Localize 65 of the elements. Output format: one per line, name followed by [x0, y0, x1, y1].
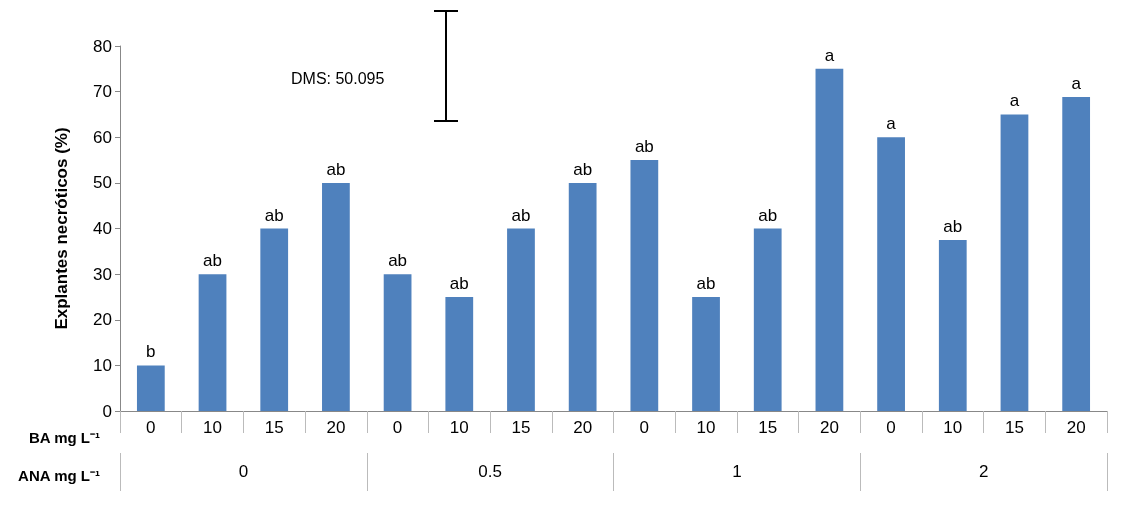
data-label: ab	[634, 137, 654, 157]
y-tick-label: 50	[93, 173, 112, 193]
bar	[507, 228, 535, 411]
bar	[445, 296, 474, 411]
y-tick-label: 70	[93, 82, 112, 102]
bar	[568, 182, 597, 411]
bar	[877, 137, 905, 411]
bar	[1062, 97, 1091, 411]
annotation: DMS: 50.095	[291, 69, 385, 87]
x-tick-label: 0	[639, 418, 650, 437]
bar	[938, 239, 967, 411]
text: 2	[978, 462, 989, 481]
x-tick-label: 15	[511, 418, 531, 437]
x-tick-label: 15	[758, 418, 778, 437]
x-tick-label: 0	[146, 418, 156, 437]
data-label: ab	[449, 273, 469, 293]
data-label: ab	[264, 205, 284, 225]
data-label: a	[824, 45, 835, 65]
y-tick-label: 80	[93, 36, 112, 56]
x-tick-label: 20	[326, 418, 346, 437]
x-tick-label: 10	[449, 418, 469, 437]
bar	[136, 365, 165, 411]
bar	[1000, 114, 1029, 411]
data-label: a	[1009, 91, 1020, 111]
data-label: ab	[943, 216, 963, 236]
data-label: ab	[696, 273, 716, 293]
bar	[692, 296, 720, 411]
x-tick-label: 0	[886, 418, 896, 437]
data-label: b	[146, 342, 156, 362]
x-tick-label: 0	[392, 418, 403, 437]
y-axis-title: Explantes necróticos (%)	[52, 127, 71, 330]
bar	[198, 274, 227, 411]
bar	[383, 274, 412, 411]
y-tick-label: 30	[93, 264, 112, 284]
x-tick-label: 20	[819, 418, 839, 437]
y-tick-label: 60	[93, 127, 112, 147]
x-axis-title: BA mg L⁻¹	[28, 429, 100, 446]
x-tick-label: 15	[1005, 418, 1024, 437]
bar	[753, 228, 782, 411]
data-label: ab	[203, 251, 222, 271]
text: ANA mg L⁻¹	[18, 467, 100, 484]
x-tick-label: 20	[573, 418, 593, 437]
y-tick-label: 10	[93, 355, 112, 375]
data-label: a	[886, 114, 897, 134]
text: 1	[732, 462, 742, 481]
y-tick-label: 0	[102, 401, 112, 421]
x-tick-label: 10	[943, 418, 963, 437]
y-tick-label: 40	[93, 219, 112, 238]
data-label: ab	[758, 205, 778, 225]
data-label: ab	[511, 205, 531, 225]
data-label: ab	[573, 159, 593, 179]
y-tick-label: 20	[93, 310, 112, 330]
bar	[630, 160, 659, 411]
bar	[815, 68, 844, 411]
x-tick-label: 10	[696, 418, 716, 437]
data-label: ab	[326, 159, 346, 179]
data-label: ab	[388, 251, 408, 271]
x-tick-label: 10	[203, 418, 222, 437]
x-tick-label: 20	[1066, 418, 1086, 437]
text: 0.5	[478, 462, 502, 481]
text: 0	[238, 462, 249, 481]
bar	[260, 228, 289, 411]
x-tick-label: 15	[264, 418, 284, 437]
data-label: a	[1071, 74, 1082, 94]
bar	[322, 182, 350, 411]
